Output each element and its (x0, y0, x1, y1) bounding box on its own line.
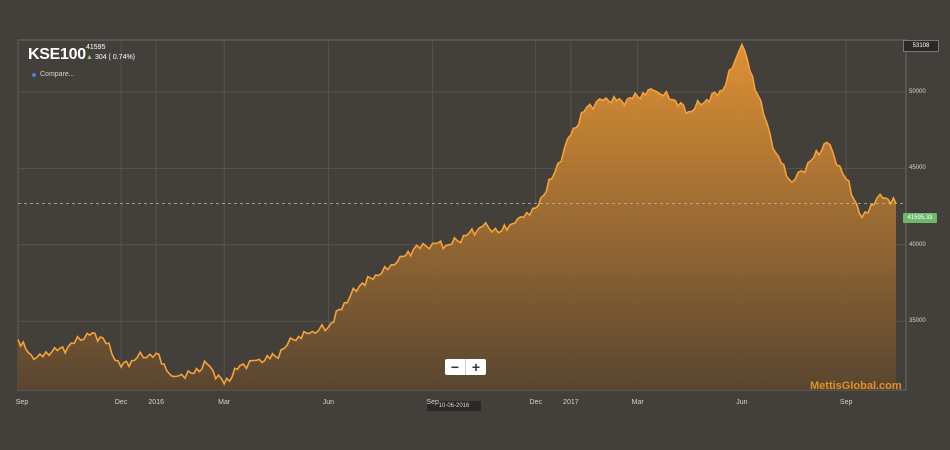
x-tick-label: 2016 (148, 399, 164, 406)
zoom-out-button[interactable]: − (445, 359, 466, 375)
price-area (18, 44, 896, 390)
compare-button[interactable]: Compare... (32, 71, 75, 78)
arrow-up-icon: ▲ (86, 54, 93, 61)
max-value-label: 53108 (903, 40, 939, 52)
x-tick-label: Dec (529, 399, 542, 406)
zoom-in-button[interactable]: + (471, 359, 481, 375)
x-tick-label: Mar (631, 399, 644, 406)
watermark: MettisGlobal.com (810, 380, 902, 392)
y-tick-label: 50000 (909, 88, 926, 95)
y-tick-label: 40000 (909, 241, 926, 248)
last-value: 41595 (86, 44, 106, 51)
date-marker: 10-06-2016 (427, 401, 481, 411)
y-tick-label: 35000 (909, 318, 926, 325)
ticker-symbol: KSE100 (28, 46, 86, 63)
x-tick-label: Dec (114, 399, 128, 406)
y-tick-label: 45000 (909, 165, 926, 172)
zoom-control: − + (445, 359, 486, 375)
x-tick-label: 2017 (563, 399, 579, 406)
x-tick-label: Sep (839, 399, 853, 406)
change-text: 304 ( 0.74%) (94, 54, 136, 61)
x-tick-label: Mar (218, 399, 231, 406)
x-tick-label: Sep (426, 399, 439, 406)
current-value-label: 41595.33 (903, 213, 937, 223)
compare-label: Compare... (40, 71, 75, 78)
x-tick-label: Sep (15, 399, 29, 406)
x-tick-label: Jun (736, 399, 748, 406)
x-tick-label: Jun (322, 399, 335, 406)
price-line (17, 42, 897, 386)
compare-dot-icon (32, 72, 36, 77)
change-value: ▲ 304 ( 0.74%) (86, 54, 135, 61)
